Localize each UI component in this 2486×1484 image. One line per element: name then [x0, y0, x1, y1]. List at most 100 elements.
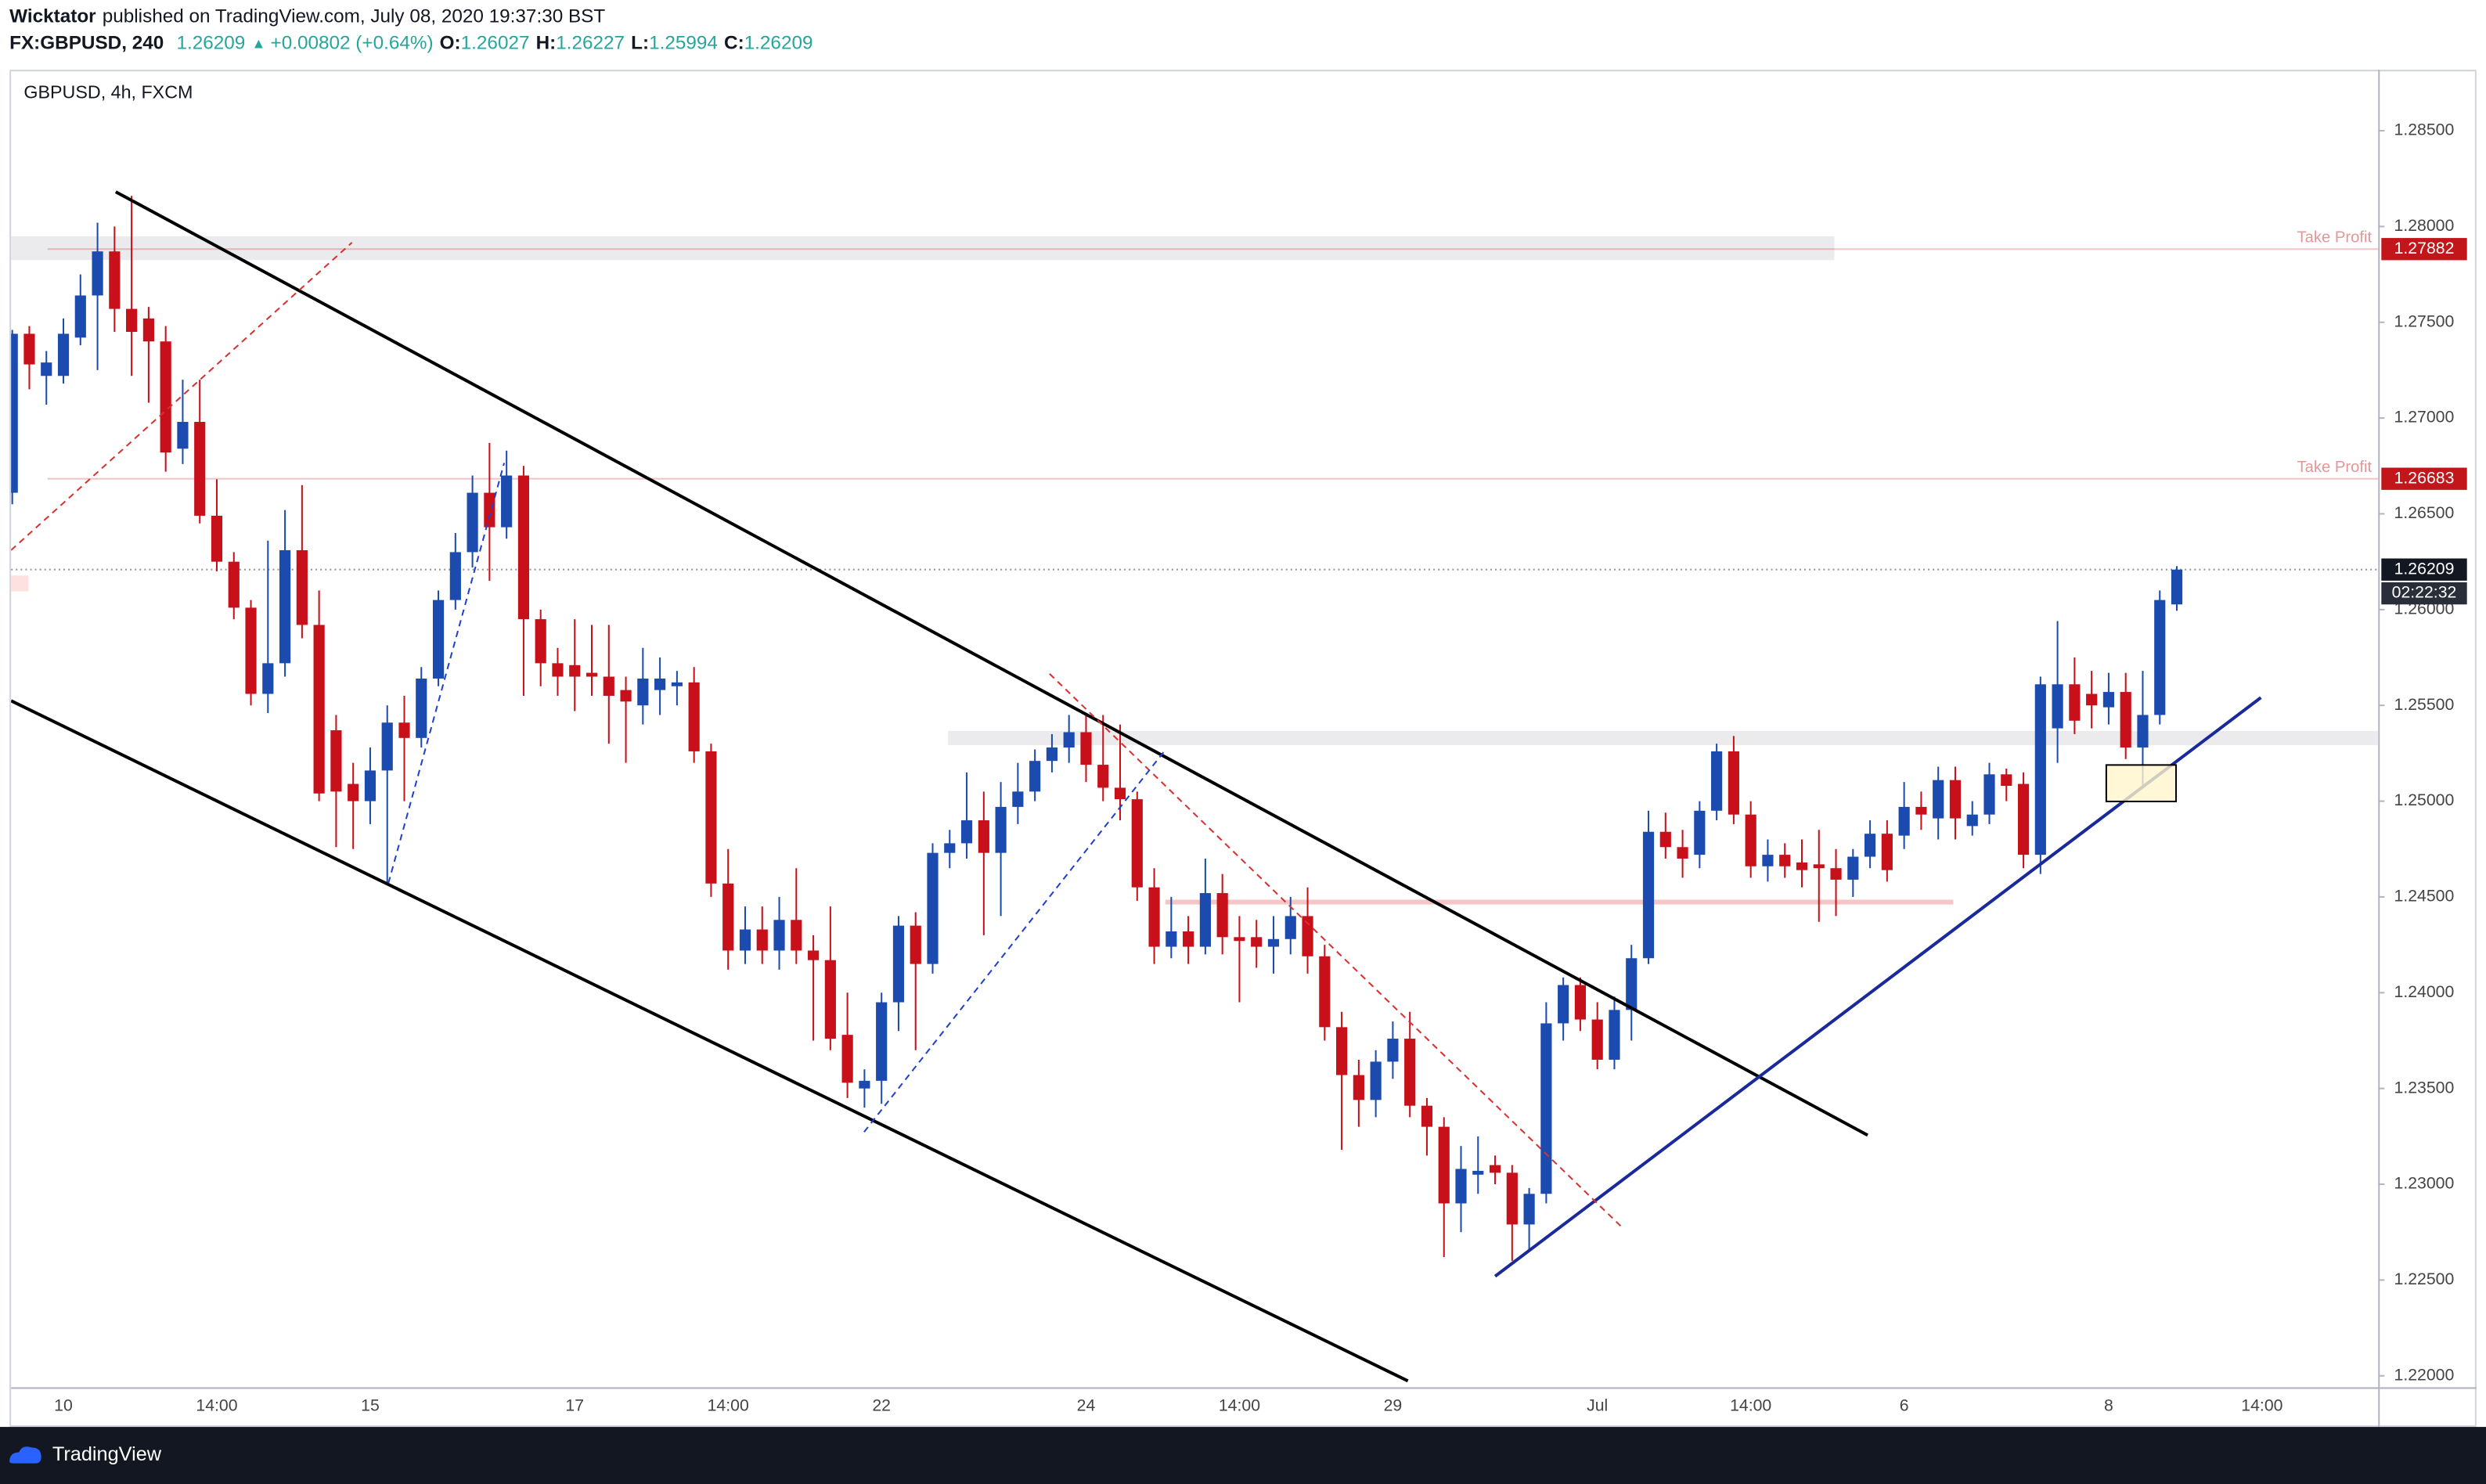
candle-body	[1046, 747, 1058, 762]
candle-body	[995, 806, 1007, 853]
candle-body	[1506, 1172, 1518, 1225]
publish-line: Wicktator published on TradingView.com, J…	[9, 6, 605, 27]
candle-body	[1609, 1010, 1620, 1060]
candle-body	[1421, 1105, 1433, 1127]
candle-body	[1012, 791, 1024, 807]
y-tick-label: 1.22500	[2394, 1270, 2455, 1288]
candle-body	[432, 600, 445, 679]
candle-body	[1114, 787, 1126, 800]
y-tick-label: 1.28000	[2394, 216, 2455, 235]
x-tick-label: 6	[1900, 1396, 1909, 1414]
price-tag	[2381, 467, 2467, 490]
candle-body	[1949, 780, 1962, 819]
y-tick-label: 1.24500	[2394, 887, 2455, 906]
candle-body	[2017, 783, 2030, 855]
candle-body	[1523, 1194, 1535, 1225]
candles	[11, 196, 2183, 1261]
candle-body	[194, 422, 206, 516]
level-label: Take Profit	[2297, 459, 2372, 476]
candle-body	[484, 492, 495, 528]
candle-body	[1455, 1169, 1467, 1204]
price-tag-label: 1.27882	[2394, 239, 2455, 258]
candle-body	[2154, 600, 2166, 715]
x-tick-label: 8	[2104, 1396, 2113, 1414]
candle-body	[1267, 938, 1280, 947]
y-tick-label: 1.27000	[2394, 408, 2455, 427]
dashed-red	[11, 242, 353, 551]
candle-body	[671, 682, 683, 686]
candle-body	[978, 820, 989, 853]
candle-body	[1711, 751, 1723, 811]
candle-body	[859, 1080, 870, 1089]
candle-body	[1370, 1061, 1382, 1100]
candle-body	[160, 341, 171, 453]
candle-body	[1472, 1170, 1484, 1175]
candle-body	[1574, 985, 1587, 1020]
candle-body	[1540, 1023, 1552, 1194]
low-value: 1.25994	[649, 33, 718, 54]
x-tick-label: 29	[1384, 1396, 1403, 1414]
author: Wicktator	[9, 6, 96, 27]
level-label: Take Profit	[2297, 229, 2372, 246]
candle-body	[2069, 684, 2081, 721]
chart-frame	[9, 70, 2477, 1428]
candle-body	[1319, 956, 1331, 1028]
candle-body	[11, 333, 18, 493]
candle-body	[1677, 847, 1688, 859]
candle-body	[296, 549, 308, 625]
candle-body	[1489, 1165, 1501, 1173]
candle-body	[1199, 893, 1211, 947]
quote-line: FX:GBPUSD, 240 1.26209 ▲ +0.00802 (+0.64%) O…	[9, 33, 812, 54]
close-value: 1.26209	[744, 33, 813, 54]
y-tick-label: 1.27500	[2394, 312, 2455, 330]
symbol: FX:GBPUSD, 240	[9, 33, 164, 54]
candle-body	[1591, 1019, 1603, 1060]
candle-body	[1864, 834, 1876, 857]
candle-body	[722, 883, 734, 951]
high-label: H:	[536, 33, 557, 54]
candle-body	[960, 820, 973, 844]
candle-body	[2001, 774, 2012, 786]
candle-body	[1063, 732, 1075, 748]
candle-body	[2034, 684, 2046, 855]
candle-body	[57, 333, 70, 376]
candle-body	[1796, 862, 1808, 870]
candle-body	[2137, 715, 2149, 748]
candle-body	[791, 920, 802, 951]
candle-body	[1847, 856, 1859, 880]
x-tick-label: 10	[54, 1396, 73, 1414]
candle-body	[1983, 774, 1995, 815]
candle-body	[1898, 806, 1910, 836]
candle-body	[364, 770, 377, 801]
support-zone	[948, 730, 2379, 746]
high-value: 1.26227	[556, 33, 625, 54]
countdown-label: 02:22:32	[2392, 583, 2457, 602]
dashed-blue	[863, 749, 1166, 1133]
candle-body	[1642, 831, 1655, 959]
candle-body	[739, 929, 751, 951]
footer-bar	[0, 1427, 2486, 1484]
candle-body	[892, 925, 905, 1003]
candle-body	[1404, 1039, 1416, 1106]
candle-body	[1148, 887, 1160, 947]
pink-marker	[11, 575, 29, 592]
candle-body	[1728, 751, 1739, 815]
y-tick-label: 1.28500	[2394, 121, 2455, 139]
candle-body	[1080, 732, 1092, 765]
candle-body	[1762, 855, 1774, 866]
price-tag	[2381, 238, 2467, 261]
candle-body	[109, 251, 121, 309]
candle-body	[944, 843, 956, 853]
candle-body	[1830, 868, 1842, 880]
candle-body	[41, 362, 52, 376]
candle-body	[92, 251, 103, 296]
candle-body	[279, 549, 291, 664]
candle-body	[552, 663, 564, 677]
candle-body	[1166, 931, 1177, 947]
candle-body	[262, 663, 274, 694]
levels: Take Profit Take Profit	[11, 229, 2379, 571]
chart-title: GBPUSD, 4h, FXCM	[23, 82, 193, 103]
close-label: C:	[724, 33, 744, 54]
